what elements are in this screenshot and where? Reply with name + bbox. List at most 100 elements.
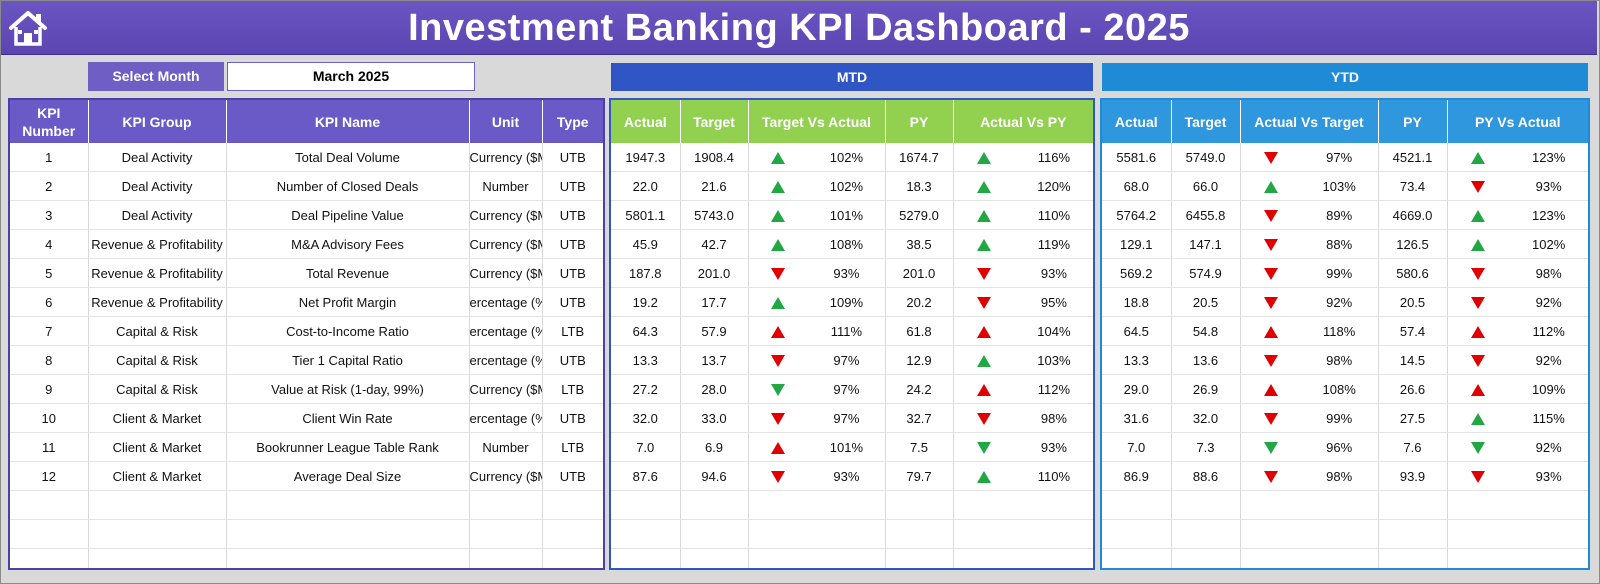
ytd-py: 4669.0	[1378, 200, 1448, 230]
trend-icon-cell	[1241, 150, 1301, 165]
percent-value: 92%	[1535, 352, 1562, 368]
trend-icon-cell	[1241, 469, 1301, 484]
kpi-name: Bookrunner League Table Rank	[226, 432, 470, 462]
ytd-py-vs-actual-wrap: 102%	[1448, 230, 1589, 258]
empty-row	[611, 519, 1093, 549]
ytd-py-vs-actual: 92%	[1447, 287, 1588, 317]
arrow-down-icon	[977, 268, 992, 281]
mtd-actual: 27.2	[611, 374, 681, 404]
arrow-down-icon	[1263, 268, 1278, 281]
trend-icon-cell	[749, 440, 809, 455]
col-type: Type	[542, 100, 603, 143]
trend-icon-cell	[1241, 208, 1301, 223]
trend-icon-cell	[1241, 295, 1301, 310]
percent-value: 112%	[1532, 323, 1565, 339]
ytd-actual-vs-target-wrap: 97%	[1241, 143, 1378, 171]
mtd-actual-vs-py-wrap: 95%	[954, 288, 1094, 316]
percent-value: 93%	[1040, 265, 1067, 281]
arrow-up-icon	[1471, 239, 1486, 252]
arrow-down-icon	[1263, 152, 1278, 165]
home-icon[interactable]	[7, 8, 49, 48]
ytd-target: 88.6	[1171, 461, 1241, 491]
arrow-down-icon	[1263, 413, 1278, 426]
header-bar: Investment Banking KPI Dashboard - 2025	[1, 1, 1597, 55]
ytd-py: 126.5	[1378, 229, 1448, 259]
trend-icon-cell	[749, 382, 809, 397]
arrow-down-icon	[771, 384, 786, 397]
empty-cell	[1102, 490, 1172, 520]
trend-icon-cell	[954, 382, 1015, 397]
arrow-up-icon	[977, 152, 992, 165]
kpi-group: Capital & Risk	[88, 345, 227, 375]
col-mtd-target: Target	[680, 100, 749, 143]
empty-cell	[885, 548, 954, 568]
ytd-actual-vs-target: 99%	[1240, 403, 1379, 433]
percent-value: 92%	[1326, 294, 1353, 310]
percent-value: 93%	[833, 468, 860, 484]
percent-value: 98%	[1326, 352, 1353, 368]
percent-value: 99%	[1326, 410, 1353, 426]
percent-value: 92%	[1535, 294, 1562, 310]
empty-cell	[1378, 519, 1448, 549]
percent-value: 92%	[1535, 439, 1562, 455]
mtd-target: 42.7	[680, 229, 749, 259]
arrow-down-icon	[977, 413, 992, 426]
mtd-py: 79.7	[885, 461, 954, 491]
mtd-actual-vs-py: 116%	[953, 143, 1093, 172]
kpi-group: Deal Activity	[88, 200, 227, 230]
empty-cell	[1102, 519, 1172, 549]
trend-icon-cell	[1448, 353, 1510, 368]
col-kpi-group: KPI Group	[88, 100, 227, 143]
ytd-actual-vs-target-wrap: 99%	[1241, 259, 1378, 287]
page-title: Investment Banking KPI Dashboard - 2025	[408, 7, 1190, 49]
arrow-up-icon	[1263, 181, 1278, 194]
empty-cell	[1171, 548, 1241, 568]
kpi-name: Tier 1 Capital Ratio	[226, 345, 470, 375]
percent-value: 93%	[833, 265, 860, 281]
ytd-actual: 13.3	[1102, 345, 1172, 375]
arrow-down-icon	[1263, 442, 1278, 455]
kpi-panel: KPI Number KPI Group KPI Name Unit Type …	[8, 98, 605, 570]
mtd-target-vs-actual-wrap: 102%	[749, 143, 885, 171]
ytd-actual-vs-target: 108%	[1240, 374, 1379, 404]
trend-icon-cell	[749, 469, 809, 484]
table-row: 1947.3 1908.4 102% 1674.7 116%	[611, 143, 1093, 172]
mtd-target-vs-actual: 102%	[748, 171, 886, 201]
arrow-up-icon	[1471, 210, 1486, 223]
arrow-down-icon	[1263, 210, 1278, 223]
kpi-group: Capital & Risk	[88, 374, 227, 404]
table-row: 569.2 574.9 99% 580.6 98%	[1102, 258, 1588, 288]
empty-cell	[748, 548, 886, 568]
kpi-table: KPI Number KPI Group KPI Name Unit Type …	[10, 100, 603, 568]
mtd-target-vs-actual: 97%	[748, 403, 886, 433]
arrow-up-icon	[1471, 384, 1486, 397]
mtd-target-vs-actual-wrap: 97%	[749, 375, 885, 403]
ytd-py: 26.6	[1378, 374, 1448, 404]
kpi-type: UTB	[542, 171, 603, 201]
kpi-unit: Currency ($M	[469, 461, 543, 491]
trend-icon-cell	[749, 208, 809, 223]
empty-cell	[10, 548, 89, 568]
month-select[interactable]: March 2025	[227, 62, 475, 91]
empty-cell	[469, 490, 543, 520]
percent-value: 97%	[1326, 149, 1353, 165]
percent-value: 96%	[1326, 439, 1353, 455]
arrow-up-icon	[977, 384, 992, 397]
trend-icon-cell	[954, 353, 1015, 368]
arrow-down-icon	[1263, 239, 1278, 252]
mtd-target: 57.9	[680, 316, 749, 346]
mtd-target: 13.7	[680, 345, 749, 375]
kpi-number: 12	[10, 461, 89, 491]
percent-value: 115%	[1532, 410, 1565, 426]
mtd-target-vs-actual-wrap: 101%	[749, 201, 885, 229]
ytd-actual-vs-target-wrap: 88%	[1241, 230, 1378, 258]
ytd-py-vs-actual-wrap: 109%	[1448, 375, 1589, 403]
percent-value: 118%	[1322, 323, 1356, 339]
ytd-py-vs-actual: 115%	[1447, 403, 1588, 433]
ytd-actual: 7.0	[1102, 432, 1172, 462]
mtd-py: 20.2	[885, 287, 954, 317]
mtd-target: 33.0	[680, 403, 749, 433]
empty-row	[10, 519, 603, 549]
ytd-py-vs-actual-wrap: 123%	[1448, 143, 1589, 171]
ytd-actual-vs-target-wrap: 118%	[1241, 317, 1378, 345]
